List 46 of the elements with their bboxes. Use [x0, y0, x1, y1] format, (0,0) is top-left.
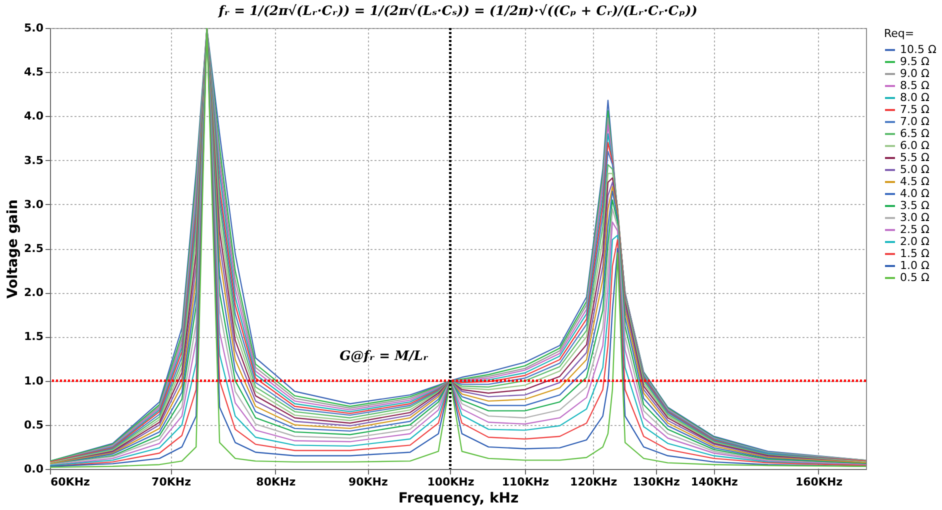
x-tick-label: 120KHz [570, 476, 618, 488]
legend-label: 8.5 Ω [900, 79, 930, 92]
legend-label: 3.0 Ω [900, 211, 930, 224]
x-tick-label: 80KHz [256, 476, 296, 488]
x-tick-label: 140KHz [690, 476, 738, 488]
legend-label: 1.0 Ω [900, 259, 930, 272]
y-tick-label: 3.5 [24, 154, 44, 167]
x-tick-label: 160KHz [795, 476, 843, 488]
legend-label: 7.5 Ω [900, 103, 930, 116]
x-tick-label: 130KHz [632, 476, 680, 488]
legend-label: 1.5 Ω [900, 247, 930, 260]
legend-label: 6.5 Ω [900, 127, 930, 140]
x-axis-title: Frequency, kHz [398, 490, 519, 506]
x-tick-label: 110KHz [502, 476, 549, 488]
legend-label: 8.0 Ω [900, 91, 930, 104]
y-tick-label: 2.5 [24, 242, 44, 255]
y-tick-label: 4.5 [24, 66, 44, 79]
y-tick-label: 1.0 [24, 374, 44, 388]
legend-label: 5.0 Ω [900, 163, 930, 176]
legend-label: 0.5 Ω [900, 271, 930, 284]
y-tick-label: 5.0 [24, 22, 44, 34]
legend-label: 2.0 Ω [900, 235, 930, 248]
x-tick-label: 60KHz [50, 476, 90, 488]
legend-label: 10.5 Ω [900, 43, 936, 56]
legend-label: 5.5 Ω [900, 151, 930, 164]
y-tick-label: 4.0 [24, 110, 44, 123]
x-tick-label: 100KHz [427, 476, 474, 488]
x-tick-label: 70KHz [152, 476, 192, 488]
y-axis-title: Voltage gain [5, 199, 22, 299]
y-tick-label: 0.0 [24, 462, 44, 476]
y-tick-label: 0.5 [24, 418, 44, 432]
legend-label: 2.5 Ω [900, 223, 930, 236]
y-tick-label: 2.0 [24, 286, 44, 300]
x-tick-label: 90KHz [348, 476, 388, 488]
legend-label: 7.0 Ω [900, 115, 930, 128]
legend-label: 3.5 Ω [900, 199, 930, 212]
y-tick-label: 3.0 [24, 198, 44, 211]
legend-label: 6.0 Ω [900, 139, 930, 152]
legend-label: 9.5 Ω [900, 55, 930, 68]
annotation: G@fᵣ = M/Lᵣ [340, 348, 429, 364]
legend-title: Req= [884, 27, 914, 40]
y-tick-label: 1.5 [24, 330, 44, 344]
legend-label: 9.0 Ω [900, 67, 930, 80]
legend-label: 4.0 Ω [900, 187, 930, 200]
chart-title: fᵣ = 1/(2π√(Lᵣ·Cᵣ)) = 1/(2π√(Lₛ·Cₛ)) = (1/2π)·√((Cₚ + Cᵣ)/(Lᵣ·Cᵣ·Cₚ)) [218, 4, 698, 19]
legend-label: 4.5 Ω [900, 175, 930, 188]
